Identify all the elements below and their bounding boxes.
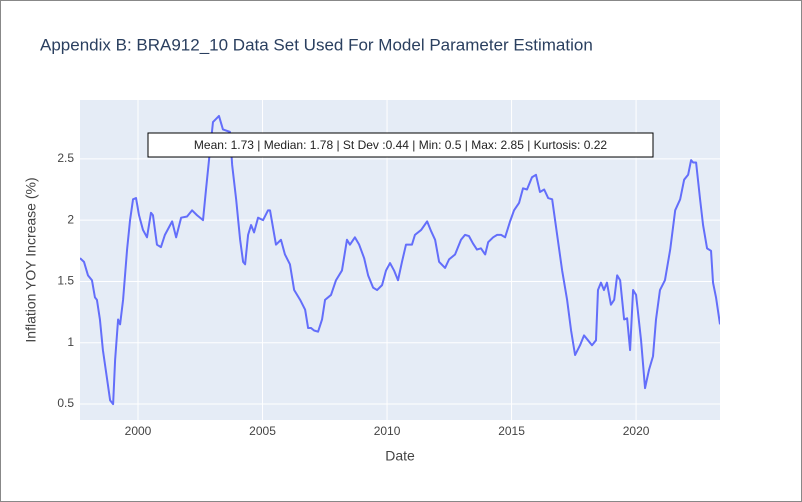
x-tick-label: 2020 [623, 424, 650, 438]
x-tick-label: 2005 [249, 424, 276, 438]
line [80, 114, 720, 406]
y-tick-label: 2.5 [57, 151, 74, 165]
x-tick-label: 2010 [374, 424, 401, 438]
y-tick-label: 2 [67, 212, 74, 226]
annotation-box [147, 132, 654, 158]
y-axis-title: Inflation YOY Increase (%) [23, 177, 39, 342]
y-tick-label: 1.5 [57, 274, 74, 288]
x-tick-label: 2000 [125, 424, 152, 438]
annotation: Mean: 1.73 | Median: 1.78 | St Dev :0.44… [194, 138, 607, 152]
x-tick-label: 2015 [498, 424, 525, 438]
chart-title: Appendix B: BRA912_10 Data Set Used For … [40, 35, 593, 54]
x-axis-title: Date [385, 448, 415, 464]
y-tick-label: 0.5 [57, 396, 74, 410]
y-tick-label: 1 [67, 335, 74, 349]
